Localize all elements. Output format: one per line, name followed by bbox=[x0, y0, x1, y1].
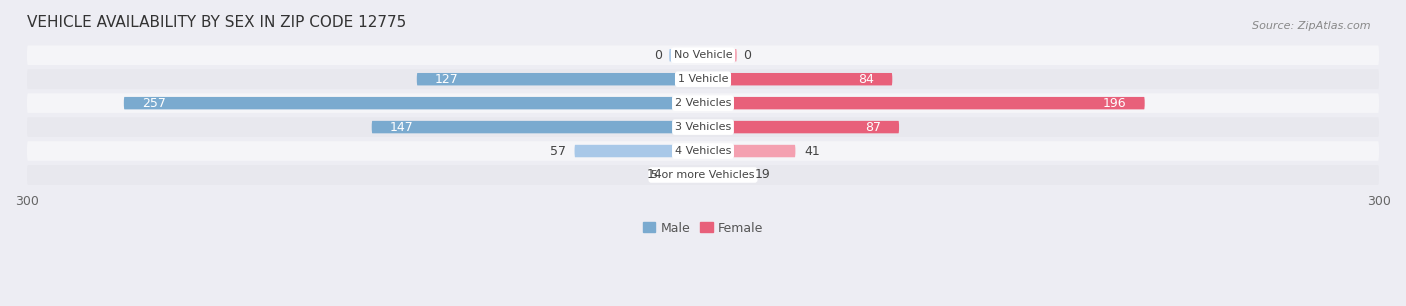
FancyBboxPatch shape bbox=[703, 169, 745, 181]
FancyBboxPatch shape bbox=[703, 121, 898, 133]
FancyBboxPatch shape bbox=[27, 141, 1379, 161]
FancyBboxPatch shape bbox=[27, 117, 1379, 137]
FancyBboxPatch shape bbox=[416, 73, 703, 85]
Text: 14: 14 bbox=[647, 169, 662, 181]
FancyBboxPatch shape bbox=[703, 145, 796, 157]
Text: 5 or more Vehicles: 5 or more Vehicles bbox=[651, 170, 755, 180]
Text: 0: 0 bbox=[744, 49, 752, 62]
Text: 0: 0 bbox=[654, 49, 662, 62]
Text: 19: 19 bbox=[755, 169, 770, 181]
FancyBboxPatch shape bbox=[672, 169, 703, 181]
FancyBboxPatch shape bbox=[669, 49, 703, 62]
FancyBboxPatch shape bbox=[27, 69, 1379, 89]
Text: 1 Vehicle: 1 Vehicle bbox=[678, 74, 728, 84]
Text: 87: 87 bbox=[865, 121, 882, 134]
FancyBboxPatch shape bbox=[27, 165, 1379, 185]
Text: No Vehicle: No Vehicle bbox=[673, 50, 733, 60]
Text: 127: 127 bbox=[434, 73, 458, 86]
FancyBboxPatch shape bbox=[703, 97, 1144, 109]
Text: 147: 147 bbox=[389, 121, 413, 134]
Text: 57: 57 bbox=[550, 144, 565, 158]
Text: 41: 41 bbox=[804, 144, 820, 158]
Text: Source: ZipAtlas.com: Source: ZipAtlas.com bbox=[1253, 21, 1371, 32]
Text: 196: 196 bbox=[1104, 97, 1126, 110]
Text: 257: 257 bbox=[142, 97, 166, 110]
FancyBboxPatch shape bbox=[124, 97, 703, 109]
FancyBboxPatch shape bbox=[27, 93, 1379, 113]
FancyBboxPatch shape bbox=[27, 45, 1379, 65]
Legend: Male, Female: Male, Female bbox=[638, 217, 768, 240]
FancyBboxPatch shape bbox=[575, 145, 703, 157]
FancyBboxPatch shape bbox=[703, 73, 893, 85]
Text: 4 Vehicles: 4 Vehicles bbox=[675, 146, 731, 156]
Text: VEHICLE AVAILABILITY BY SEX IN ZIP CODE 12775: VEHICLE AVAILABILITY BY SEX IN ZIP CODE … bbox=[27, 15, 406, 30]
Text: 84: 84 bbox=[859, 73, 875, 86]
Text: 3 Vehicles: 3 Vehicles bbox=[675, 122, 731, 132]
FancyBboxPatch shape bbox=[371, 121, 703, 133]
FancyBboxPatch shape bbox=[703, 49, 737, 62]
Text: 2 Vehicles: 2 Vehicles bbox=[675, 98, 731, 108]
